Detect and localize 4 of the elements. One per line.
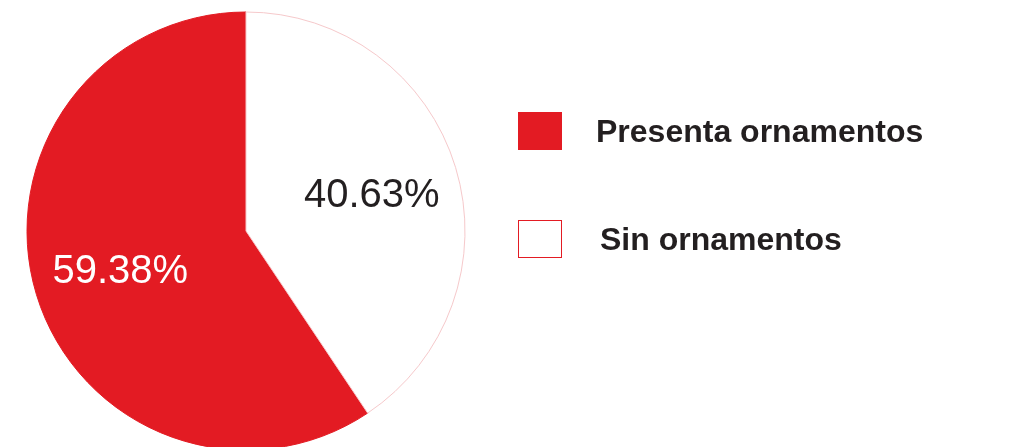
data-label: 59.38% xyxy=(52,247,189,292)
data-label: 40.63% xyxy=(303,170,440,215)
legend-label: Presenta ornamentos xyxy=(596,112,924,150)
slice-label: Sin ornamentos xyxy=(600,220,842,258)
